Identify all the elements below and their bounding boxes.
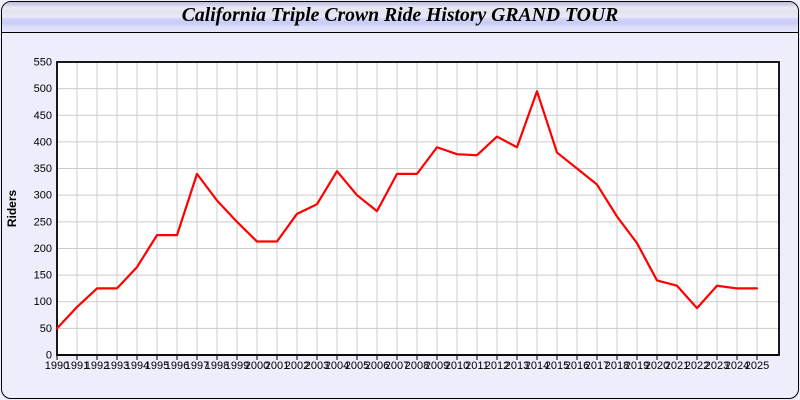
svg-text:300: 300 <box>34 190 52 202</box>
svg-text:Riders: Riders <box>5 190 19 228</box>
svg-text:400: 400 <box>34 136 52 148</box>
svg-text:500: 500 <box>34 83 52 95</box>
svg-text:2025: 2025 <box>745 360 769 372</box>
svg-text:450: 450 <box>34 110 52 122</box>
svg-text:150: 150 <box>34 270 52 282</box>
svg-text:550: 550 <box>34 57 52 69</box>
svg-text:200: 200 <box>34 243 52 255</box>
svg-text:50: 50 <box>40 323 52 335</box>
svg-text:100: 100 <box>34 296 52 308</box>
svg-text:350: 350 <box>34 163 52 175</box>
svg-text:250: 250 <box>34 216 52 228</box>
